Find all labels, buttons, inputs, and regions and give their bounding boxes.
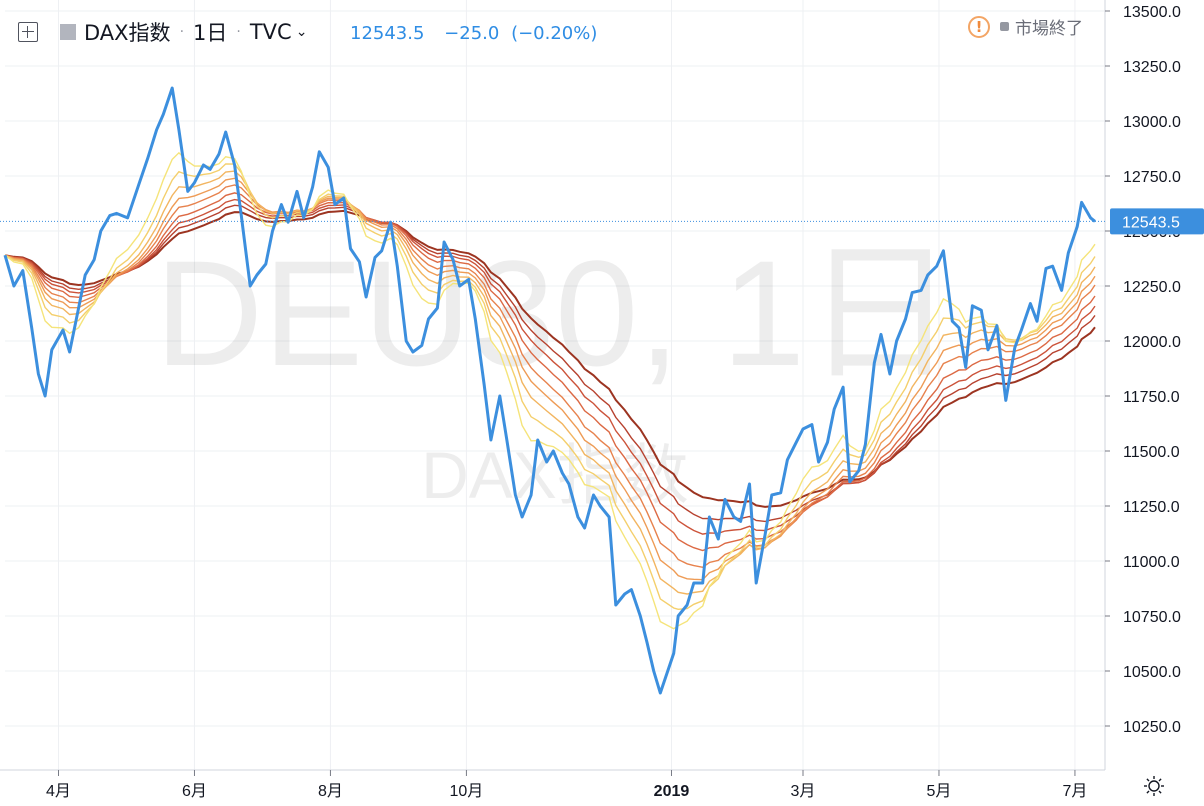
last-price-badge: [1110, 208, 1204, 235]
time-tick-label: 10月: [450, 783, 484, 800]
time-tick-label: 6月: [182, 783, 207, 800]
market-status-label: 市場終了: [1015, 19, 1083, 39]
ema-ribbon-line: [4, 204, 1096, 523]
price-tick-label: 12750.0: [1123, 169, 1181, 186]
time-tick-label: 5月: [927, 783, 952, 800]
price-tick-label: 11250.0: [1123, 499, 1180, 516]
interval-label[interactable]: 1日: [193, 21, 228, 45]
symbol-name[interactable]: DAX指数: [84, 21, 171, 45]
price-quote: 12543.5 −25.0 (−0.20%): [350, 23, 611, 44]
last-price-label: 12543.5: [1122, 214, 1180, 231]
price-line[interactable]: [3, 86, 1096, 695]
price-tick-label: 13000.0: [1123, 114, 1181, 131]
price-tick-label: 11000.0: [1123, 554, 1180, 571]
status-dot-icon: [1000, 22, 1009, 31]
warning-icon[interactable]: !: [968, 15, 990, 38]
ema-ribbon-line: [4, 198, 1096, 535]
ema-ribbon-line: [4, 184, 1096, 569]
flag-icon: [60, 24, 76, 40]
last-price: 12543.5: [350, 23, 425, 44]
price-change: −25.0: [444, 23, 500, 44]
time-tick-label: 4月: [46, 783, 71, 800]
price-change-percent: (−0.20%): [511, 23, 598, 44]
time-tick-label: 7月: [1062, 783, 1087, 800]
watermark-symbol: DEU30, 1日: [155, 229, 955, 397]
time-tick-label: 3月: [791, 783, 816, 800]
price-tick-label: 13250.0: [1123, 59, 1181, 76]
ema-ribbon-line: [4, 209, 1096, 508]
separator-dot: ·: [179, 24, 185, 40]
time-tick-label: 8月: [318, 783, 343, 800]
market-status[interactable]: ! 市場終了: [968, 14, 1083, 39]
separator-dot: ·: [236, 24, 241, 40]
time-tick-label: 2019: [654, 783, 690, 800]
ema-ribbon-line: [4, 177, 1096, 581]
exchange-label[interactable]: TVC: [249, 20, 292, 44]
price-tick-label: 12250.0: [1123, 279, 1181, 296]
ema-ribbon-line: [4, 192, 1096, 552]
price-tick-label: 11500.0: [1123, 444, 1180, 461]
settings-gear-icon[interactable]: [1143, 775, 1165, 797]
ema-ribbon-line: [4, 170, 1096, 595]
price-tick-label: 13500.0: [1123, 4, 1181, 21]
ema-ribbon-line: [4, 163, 1096, 611]
price-tick-label: 10750.0: [1123, 609, 1181, 626]
compare-add-icon[interactable]: [18, 22, 38, 42]
price-tick-label: 11750.0: [1123, 389, 1180, 406]
price-tick-label: 10500.0: [1123, 664, 1181, 681]
price-tick-label: 10250.0: [1123, 719, 1181, 736]
watermark-name: DAX指数: [421, 438, 689, 512]
price-tick-label: 12000.0: [1123, 334, 1181, 351]
symbol-header[interactable]: DAX指数 · 1日 · TVC ⌄: [18, 17, 307, 47]
chevron-down-icon[interactable]: ⌄: [295, 24, 308, 40]
ema-ribbon-line: [4, 151, 1096, 630]
